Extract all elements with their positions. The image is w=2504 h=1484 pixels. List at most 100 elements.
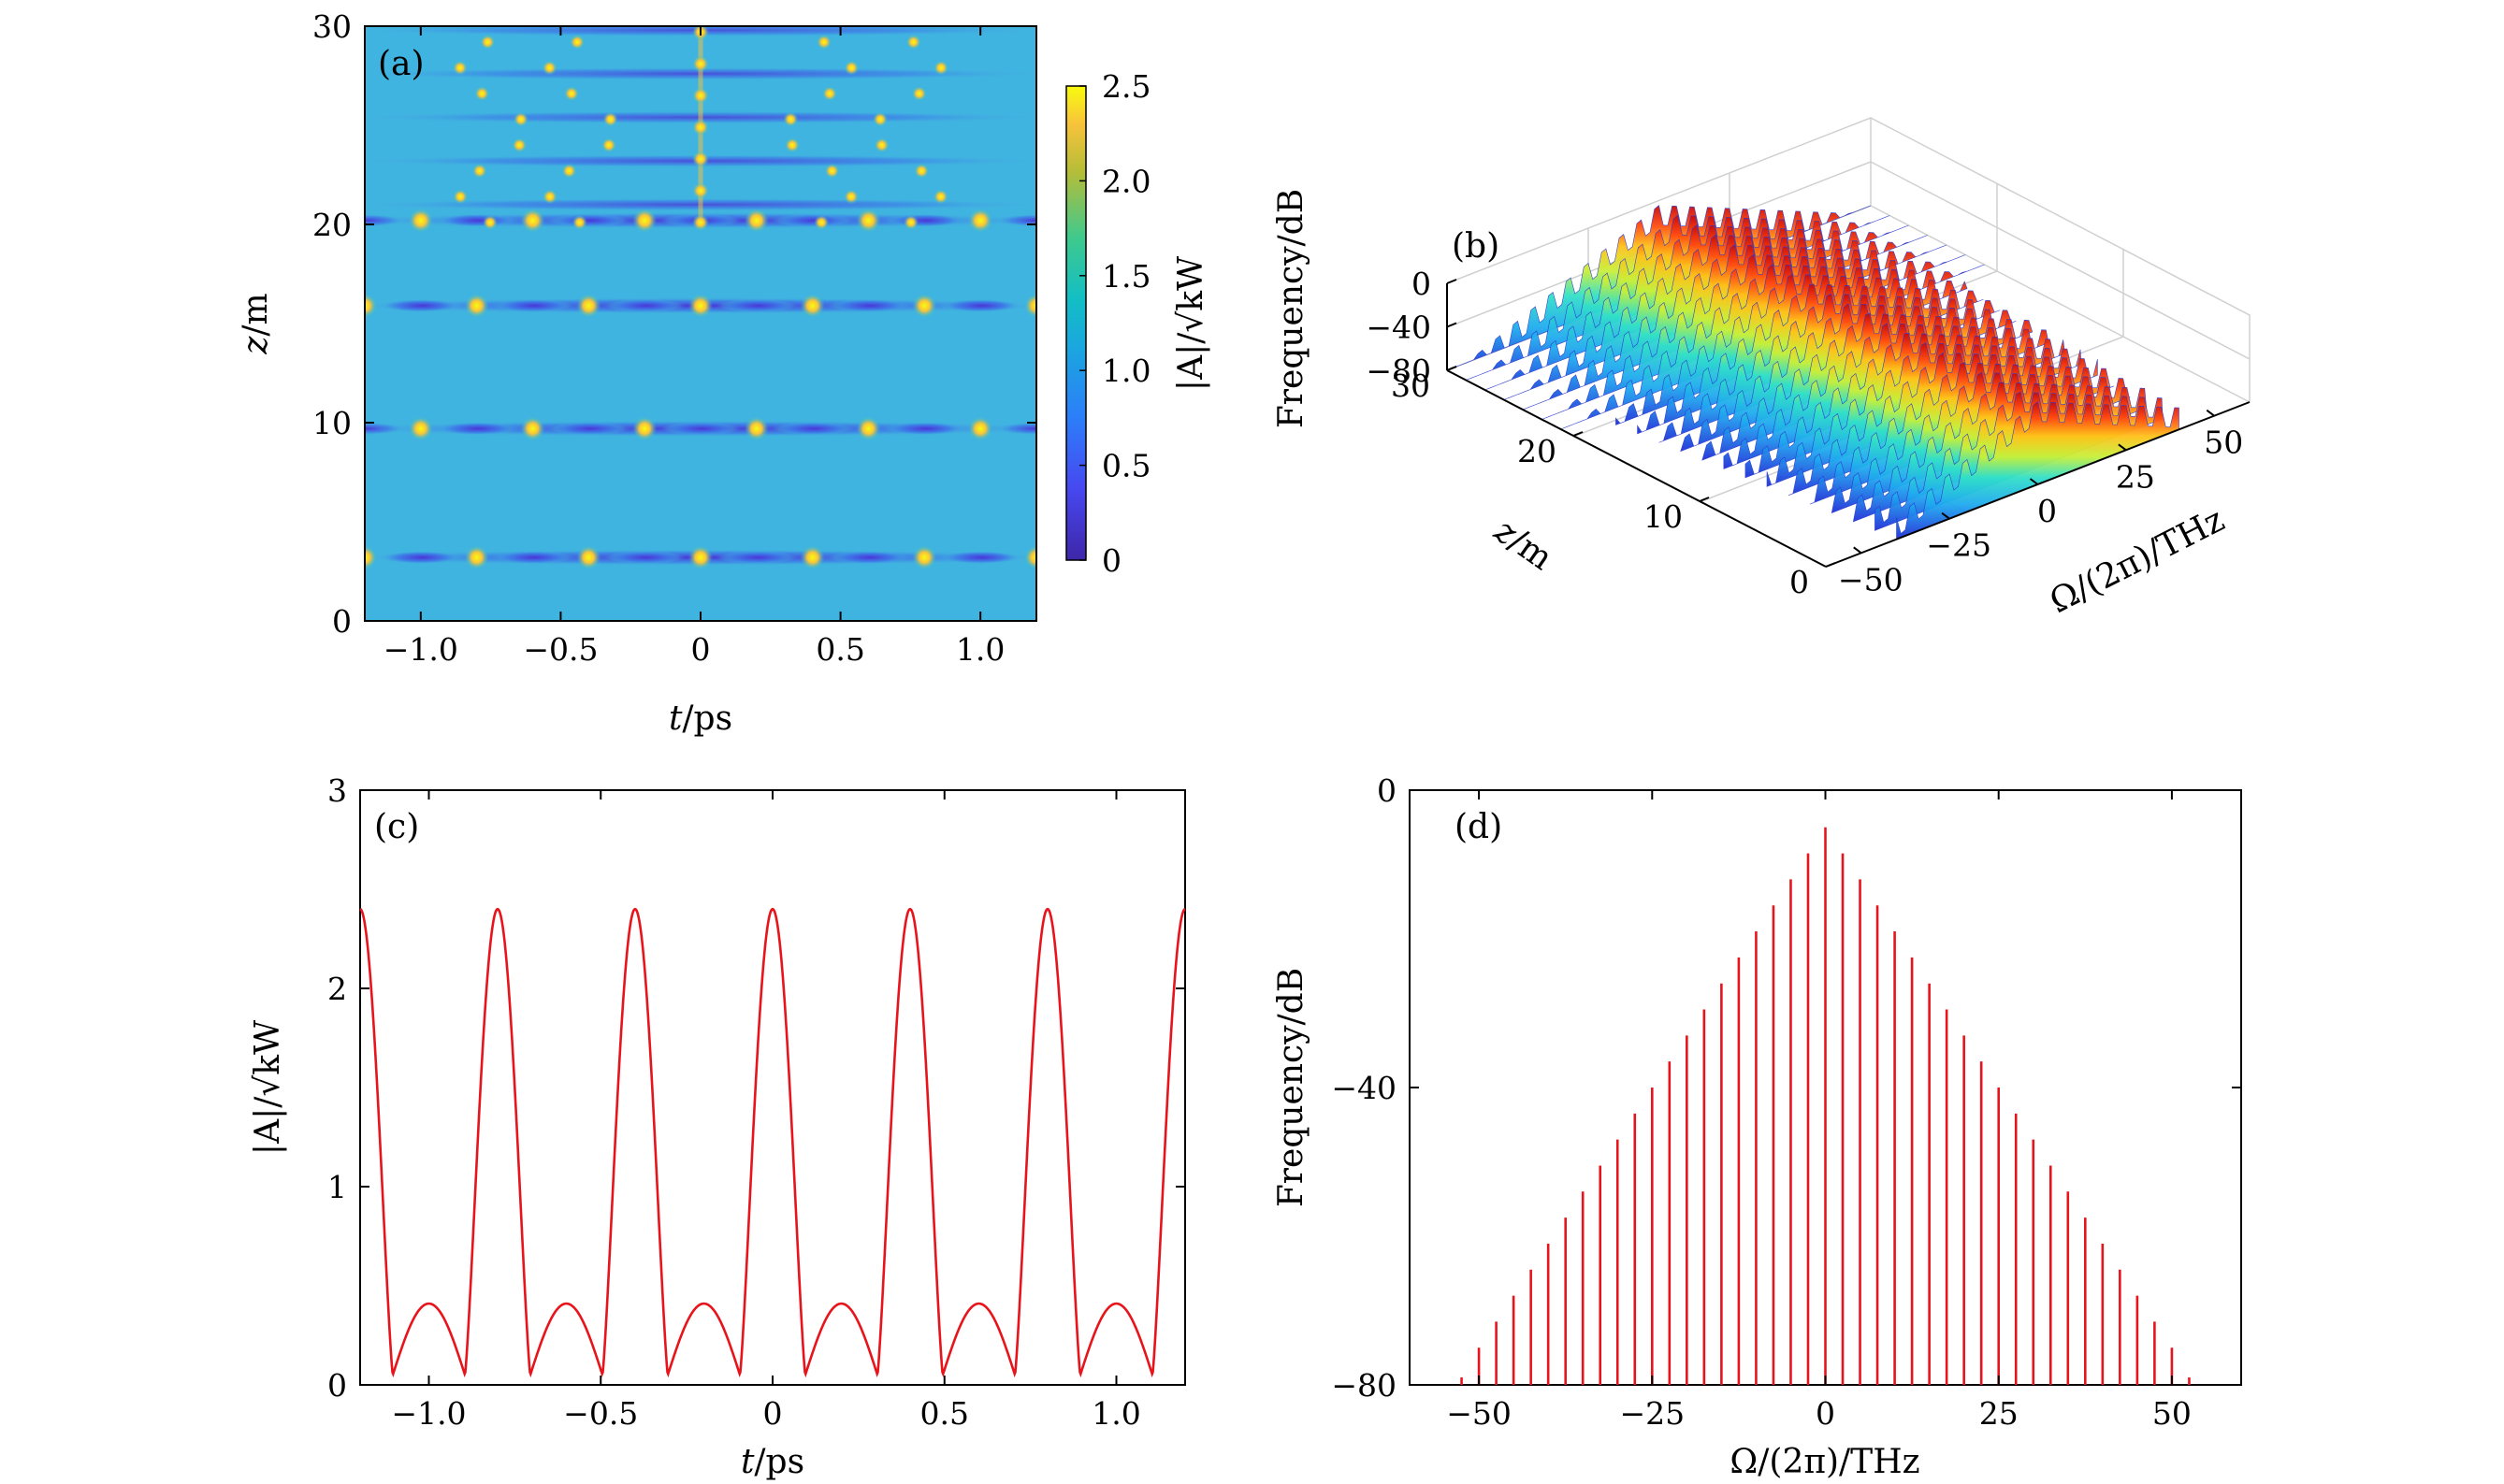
y-tick-label: 10 bbox=[312, 405, 352, 441]
trough-mark bbox=[943, 298, 1021, 312]
peak-mark bbox=[968, 416, 993, 441]
peak-mark bbox=[692, 55, 709, 73]
y-tick bbox=[1699, 497, 1710, 502]
x-tick-label: −25 bbox=[1619, 1395, 1685, 1432]
y-tick-label: −80 bbox=[1331, 1367, 1397, 1404]
peak-mark bbox=[365, 293, 377, 318]
x-tick-label: −25 bbox=[1926, 527, 1991, 564]
panel-d: −50 −25 0 25 50 0 −40 −80 (d) Ω/(2π)/THz Freque… bbox=[1272, 772, 2242, 1481]
colorbar-ticks: 0 0.5 1.0 1.5 2.0 2.5 bbox=[1079, 68, 1151, 579]
axes-a: −1.0 −0.5 0 0.5 1.0 0 10 20 30 bbox=[312, 8, 1036, 668]
peak-mark bbox=[856, 416, 881, 441]
peak-mark bbox=[632, 208, 658, 233]
peak-mark bbox=[1024, 545, 1036, 570]
trough-mark bbox=[718, 551, 798, 565]
peak-mark bbox=[816, 34, 832, 50]
peak-mark bbox=[408, 208, 433, 233]
colorbar-tick-label: 1.5 bbox=[1102, 258, 1151, 295]
peak-mark bbox=[824, 163, 840, 179]
plot-frame bbox=[359, 789, 1186, 1386]
peak-mark bbox=[688, 293, 713, 318]
colorbar-tick-label: 2.0 bbox=[1102, 163, 1151, 199]
x-axis-label-c: t/ps bbox=[741, 1443, 804, 1480]
peak-mark bbox=[912, 293, 937, 318]
peak-mark bbox=[474, 86, 490, 102]
x-axis-label-d: Ω/(2π)/THz bbox=[1730, 1443, 1919, 1480]
axes-b: 0 −40 −80 0 10 20 30 −50 −25 0 25 50 bbox=[1366, 266, 2243, 600]
peak-mark bbox=[911, 86, 927, 102]
peak-mark bbox=[692, 181, 709, 199]
panel-label-b: (b) bbox=[1452, 227, 1499, 266]
z-tick-label: −40 bbox=[1366, 310, 1431, 346]
x-tick-label: 0 bbox=[1816, 1395, 1835, 1432]
trough-mark bbox=[831, 551, 910, 565]
y-axis-label-a: z/m bbox=[237, 293, 275, 354]
peak-mark bbox=[512, 137, 528, 153]
peak-mark bbox=[744, 208, 769, 233]
surface-slice bbox=[1896, 401, 2179, 540]
x-tick-label: 50 bbox=[2204, 425, 2243, 461]
peak-mark bbox=[576, 545, 601, 570]
y-axis-label-c: |A|/√kW bbox=[249, 1020, 287, 1155]
peak-mark bbox=[905, 34, 921, 50]
y-tick-label: 20 bbox=[1517, 433, 1556, 469]
x-tick-label: −50 bbox=[1838, 561, 1903, 598]
trough-mark bbox=[383, 298, 462, 312]
colorbar bbox=[1065, 85, 1087, 561]
y-axis-label-d: Frequency/dB bbox=[1272, 968, 1310, 1207]
trough-mark bbox=[943, 551, 1021, 565]
panel-label-c: (c) bbox=[374, 808, 419, 846]
peak-mark bbox=[692, 151, 709, 168]
peak-mark bbox=[563, 86, 579, 102]
panel-b: 0 −40 −80 0 10 20 30 −50 −25 0 25 50 (b) Frequency/… bbox=[1272, 117, 2251, 621]
x-axis-label-a: t/ps bbox=[669, 699, 732, 738]
z-tick bbox=[1446, 322, 1457, 328]
trough-mark bbox=[551, 213, 630, 227]
x-tick-label: −1.0 bbox=[391, 1395, 466, 1432]
y-tick-label: 0 bbox=[327, 1367, 347, 1404]
peak-mark bbox=[464, 545, 489, 570]
amplitude-line bbox=[359, 907, 1186, 1378]
x-tick-label: −0.5 bbox=[563, 1395, 638, 1432]
peak-mark bbox=[408, 416, 433, 441]
peak-mark bbox=[453, 189, 469, 205]
z-tick-label: 0 bbox=[1411, 266, 1431, 302]
z-tick-label: −80 bbox=[1366, 353, 1431, 389]
colorbar-tick-label: 2.5 bbox=[1102, 68, 1151, 105]
x-tick-label: 0 bbox=[763, 1395, 783, 1432]
peak-mark bbox=[542, 60, 557, 76]
peak-mark bbox=[744, 416, 769, 441]
y-tick-label: −40 bbox=[1331, 1070, 1397, 1106]
trough-mark bbox=[607, 298, 686, 312]
x-tick-label: 1.0 bbox=[956, 631, 1005, 668]
x-tick-label: 0 bbox=[691, 631, 711, 668]
y-tick-label: 2 bbox=[327, 971, 347, 1007]
trough-mark bbox=[439, 422, 518, 436]
peak-mark bbox=[572, 214, 587, 230]
peak-mark bbox=[1024, 293, 1036, 318]
peak-mark bbox=[903, 214, 919, 230]
y-tick-label: 0 bbox=[1789, 564, 1809, 600]
y-tick bbox=[1446, 366, 1457, 371]
trough-mark bbox=[887, 213, 966, 227]
axes-d: −50 −25 0 25 50 0 −40 −80 bbox=[1331, 772, 2241, 1432]
x-tick-label: 25 bbox=[2116, 458, 2155, 495]
peak-mark bbox=[874, 137, 890, 153]
x-tick-label: 50 bbox=[2152, 1395, 2192, 1432]
x-tick-label: 1.0 bbox=[1092, 1395, 1140, 1432]
trough-mark bbox=[365, 422, 406, 436]
panel-label-d: (d) bbox=[1455, 808, 1502, 846]
peak-mark bbox=[934, 60, 949, 76]
trough-mark bbox=[439, 213, 518, 227]
peak-mark bbox=[692, 119, 709, 137]
colorbar-tick-label: 0.5 bbox=[1102, 448, 1151, 484]
x-tick-label: −1.0 bbox=[384, 631, 458, 668]
x-tick-label: 0.5 bbox=[816, 631, 864, 668]
peak-mark bbox=[561, 163, 577, 179]
peak-mark bbox=[822, 86, 838, 102]
x-tick-label: −0.5 bbox=[523, 631, 598, 668]
colorbar-tick-label: 0 bbox=[1102, 542, 1122, 579]
peak-mark bbox=[688, 545, 713, 570]
axes-c: −1.0 −0.5 0 0.5 1.0 0 1 2 3 bbox=[327, 772, 1185, 1432]
